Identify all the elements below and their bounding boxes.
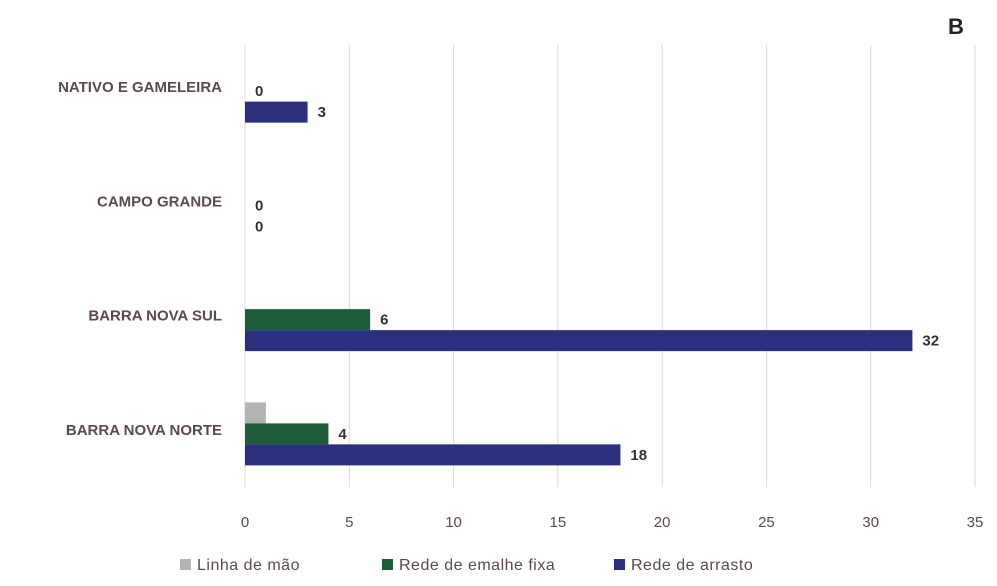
data-label: 0: [255, 218, 263, 235]
data-label: 0: [255, 83, 263, 100]
data-label: 3: [318, 104, 326, 121]
legend-label: Linha de mão: [197, 557, 300, 574]
data-label: 4: [338, 426, 347, 443]
category-label: BARRA NOVA NORTE: [66, 422, 222, 439]
bar-rede-de-emalhe-fixa: [245, 423, 329, 445]
legend-swatch: [614, 559, 625, 570]
bar-linha-de-m-o: [245, 402, 266, 424]
bar-rede-de-arrasto: [245, 330, 913, 352]
panel-label: B: [948, 14, 964, 39]
x-tick-label: 30: [862, 514, 879, 531]
x-tick-label: 35: [967, 514, 984, 531]
data-label: 18: [630, 447, 647, 464]
category-label: NATIVO E GAMELEIRA: [58, 79, 222, 96]
x-tick-label: 0: [241, 514, 249, 531]
data-label: 6: [380, 312, 388, 329]
bar-rede-de-emalhe-fixa: [245, 309, 371, 331]
x-tick-label: 25: [758, 514, 775, 531]
data-label: 0: [255, 197, 263, 214]
legend-swatch: [180, 559, 191, 570]
bar-rede-de-arrasto: [245, 444, 621, 466]
legend-swatch: [382, 559, 393, 570]
legend-label: Rede de arrasto: [631, 557, 753, 574]
category-label: CAMPO GRANDE: [97, 193, 222, 210]
x-tick-label: 10: [445, 514, 462, 531]
x-tick-label: 15: [550, 514, 567, 531]
data-label: 32: [922, 333, 939, 350]
x-tick-label: 5: [345, 514, 353, 531]
legend-label: Rede de emalhe fixa: [399, 557, 555, 574]
bar-rede-de-arrasto: [245, 101, 308, 123]
x-tick-label: 20: [654, 514, 671, 531]
category-label: BARRA NOVA SUL: [88, 308, 222, 325]
